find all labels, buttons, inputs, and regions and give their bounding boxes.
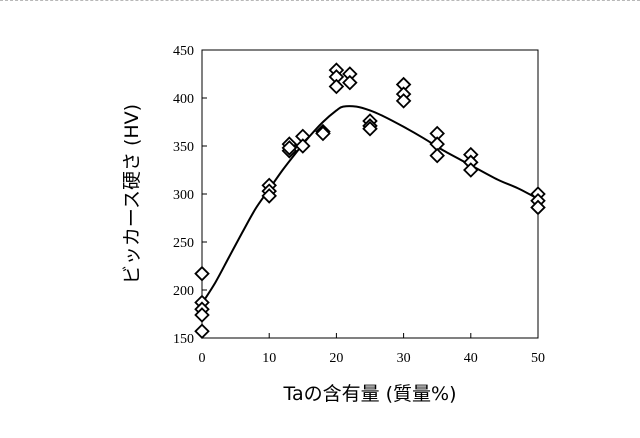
data-point-diamond (281, 140, 298, 156)
data-point-diamond (362, 120, 378, 137)
x-tick-label: 30 (397, 351, 411, 366)
trend-curve-path (201, 105, 539, 304)
data-point-diamond (295, 138, 311, 154)
y-tick-label: 350 (173, 140, 194, 155)
trend-curve (201, 105, 539, 304)
x-tick-label: 20 (329, 351, 343, 366)
x-tick-label: 0 (199, 351, 206, 366)
data-point-diamond (194, 323, 210, 340)
y-tick-label: 250 (173, 236, 194, 251)
x-axis-ticks: 0 10 20 30 40 50 (199, 333, 545, 366)
data-point-diamond (328, 78, 345, 95)
data-point-diamond (395, 93, 412, 109)
data-point-diamond (530, 199, 546, 216)
plot-frame (201, 49, 539, 339)
y-tick-label: 200 (173, 284, 194, 299)
x-tick-label: 40 (464, 351, 478, 366)
y-tick-label: 300 (173, 188, 194, 203)
y-tick-label: 450 (173, 44, 194, 59)
data-point-diamond (463, 162, 479, 178)
data-point-diamond (429, 147, 445, 164)
data-point-diamond (194, 265, 210, 282)
x-tick-label: 50 (531, 351, 545, 366)
y-axis-ticks: 150 200 250 300 350 400 450 (173, 44, 207, 347)
x-tick-label: 10 (262, 351, 276, 366)
data-point-diamond (342, 74, 358, 91)
data-points (194, 62, 546, 340)
page-top-rule (0, 0, 640, 3)
data-point-diamond (315, 125, 331, 142)
y-tick-label: 150 (173, 332, 194, 347)
y-tick-label: 400 (173, 92, 194, 107)
y-axis-title: ビッカース硬さ (HV) (121, 104, 143, 284)
data-point-diamond (194, 307, 210, 323)
data-point-diamond (261, 188, 277, 204)
x-axis-title: Taの含有量 (質量%) (282, 383, 456, 405)
